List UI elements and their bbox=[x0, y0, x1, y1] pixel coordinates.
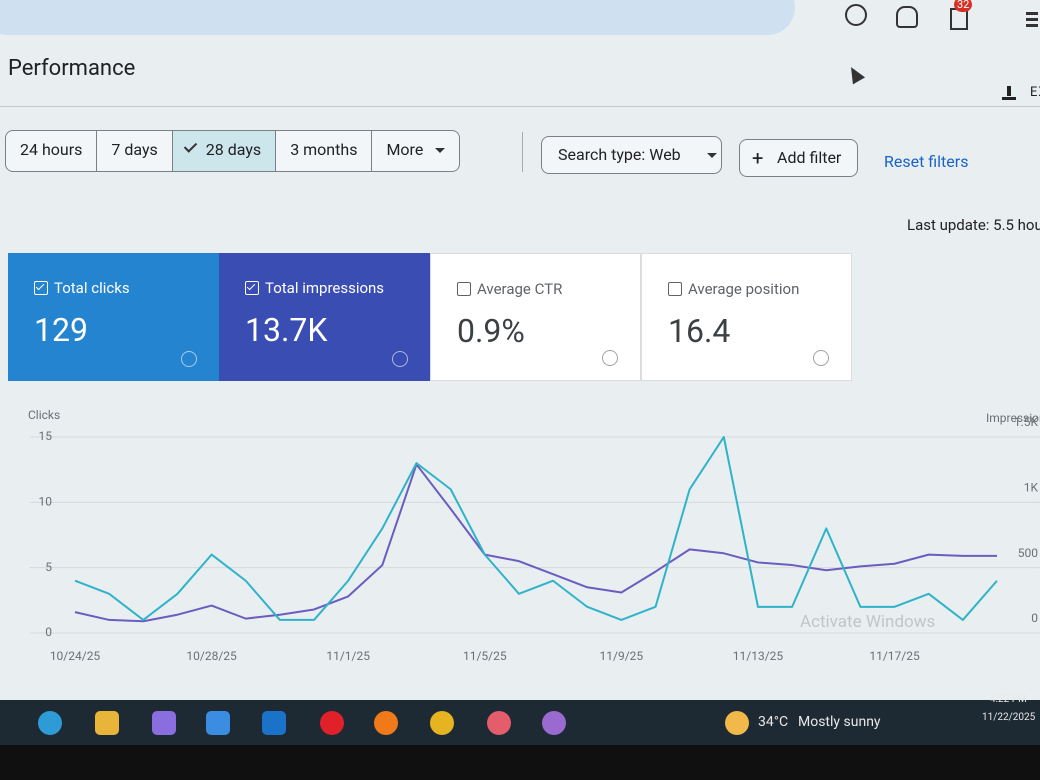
users-icon[interactable] bbox=[896, 6, 918, 28]
y-axis-title: Clicks bbox=[28, 408, 60, 422]
outlook-icon[interactable] bbox=[262, 711, 286, 735]
metric-value: 129 bbox=[34, 311, 88, 349]
date-range-tab[interactable]: 7 days bbox=[97, 131, 173, 171]
search-bar[interactable] bbox=[0, 0, 795, 35]
help-icon bbox=[813, 350, 829, 366]
explorer-icon[interactable] bbox=[95, 711, 119, 735]
metric-card[interactable]: Total impressions 13.7K bbox=[219, 253, 430, 381]
date-range-tab[interactable]: 3 months bbox=[276, 131, 373, 171]
x-tick-label: 11/5/25 bbox=[463, 649, 507, 663]
chrome-profile-icon[interactable] bbox=[487, 711, 511, 735]
metric-value: 16.4 bbox=[668, 312, 731, 350]
page-title: Performance bbox=[8, 56, 136, 81]
store-icon[interactable] bbox=[206, 711, 230, 735]
dropdown-arrow bbox=[435, 148, 446, 158]
y2-axis-title: Impressions bbox=[986, 411, 1040, 425]
y2-tick-label: 1.5K bbox=[1014, 415, 1039, 429]
last-update: Last update: 5.5 hours ago bbox=[907, 216, 1040, 234]
separator bbox=[522, 132, 523, 172]
firefox-icon[interactable] bbox=[374, 711, 398, 735]
checkbox bbox=[245, 281, 259, 295]
metric-label: Total clicks bbox=[54, 279, 130, 297]
series-line bbox=[74, 436, 998, 621]
y-tick-label: 5 bbox=[45, 560, 52, 574]
apps-icon[interactable] bbox=[1026, 12, 1038, 28]
metric-card[interactable]: Average CTR 0.9% bbox=[430, 253, 641, 381]
screen-bezel bbox=[0, 745, 1040, 780]
download-icon[interactable] bbox=[1002, 84, 1016, 100]
checkbox bbox=[668, 282, 682, 296]
checkbox bbox=[457, 282, 471, 296]
y-tick-label: 15 bbox=[39, 429, 53, 443]
chart: 0 5 10 15 0 500 1K 1.5K Clicks Impressions 10/24/2… bbox=[28, 408, 1040, 663]
metric-cards: Total clicks 129 Total impressions 13.7K Ave… bbox=[8, 253, 852, 381]
metric-label: Average CTR bbox=[477, 280, 563, 298]
metric-header: Total impressions bbox=[245, 279, 430, 297]
checkbox bbox=[34, 281, 48, 295]
chrome-profile-icon[interactable] bbox=[542, 711, 566, 735]
taskbar: 34°C Mostly sunny 4:22 PM 11/22/2025 bbox=[0, 694, 1040, 745]
chrome-icon[interactable] bbox=[430, 711, 454, 735]
y-tick-label: 0 bbox=[45, 625, 52, 639]
x-tick-label: 10/28/25 bbox=[186, 649, 237, 663]
date-range-tabs: 24 hours 7 days 28 days 3 months More bbox=[5, 130, 461, 172]
x-tick-label: 11/9/25 bbox=[600, 649, 644, 663]
help-icon bbox=[602, 350, 618, 366]
metric-label: Total impressions bbox=[265, 279, 385, 297]
metric-card[interactable]: Average position 16.4 bbox=[641, 253, 852, 381]
windows-watermark: Activate Windows bbox=[800, 612, 936, 632]
x-tick-label: 11/17/25 bbox=[869, 649, 920, 663]
metric-label: Average position bbox=[688, 280, 800, 298]
metric-value: 13.7K bbox=[245, 311, 328, 349]
metric-card[interactable]: Total clicks 129 bbox=[8, 253, 219, 381]
temperature: 34°C bbox=[758, 714, 789, 730]
notification-badge: 32 bbox=[954, 0, 973, 12]
reset-filters-link[interactable]: Reset filters bbox=[884, 152, 969, 171]
clock-date: 11/22/2025 bbox=[982, 712, 1036, 723]
help-icon bbox=[392, 351, 408, 367]
x-tick-label: 11/13/25 bbox=[733, 649, 784, 663]
y2-tick-label: 0 bbox=[1031, 611, 1038, 625]
weather-icon bbox=[725, 711, 749, 735]
metric-value: 0.9% bbox=[457, 312, 525, 350]
opera-icon[interactable] bbox=[320, 711, 344, 735]
series-line bbox=[74, 463, 997, 623]
metric-header: Average CTR bbox=[457, 280, 640, 298]
dropdown-arrow bbox=[707, 153, 717, 163]
add-filter-button[interactable]: Add filter bbox=[739, 139, 859, 177]
y2-tick-label: 500 bbox=[1018, 546, 1038, 560]
search-type-button[interactable]: Search type: Web bbox=[541, 136, 722, 174]
metric-header: Average position bbox=[668, 280, 851, 298]
cursor bbox=[844, 63, 866, 85]
metric-header: Total clicks bbox=[34, 279, 219, 297]
divider bbox=[0, 106, 1040, 107]
y2-tick-label: 1K bbox=[1024, 481, 1039, 495]
date-range-tab[interactable]: 28 days bbox=[172, 131, 277, 171]
plus-icon: + bbox=[752, 146, 764, 170]
copilot-icon[interactable] bbox=[152, 711, 176, 735]
x-tick-label: 11/1/25 bbox=[326, 649, 370, 663]
help-icon[interactable] bbox=[845, 4, 867, 26]
date-range-tab[interactable]: More bbox=[372, 131, 459, 171]
export-button[interactable]: EXPORT bbox=[1030, 85, 1040, 100]
edge-icon[interactable] bbox=[38, 711, 62, 735]
date-range-tab[interactable]: 24 hours bbox=[6, 131, 98, 171]
x-tick-label: 10/24/25 bbox=[50, 649, 101, 663]
y-tick-label: 10 bbox=[39, 495, 53, 509]
clock-time: 4:22 PM bbox=[990, 694, 1027, 705]
help-icon bbox=[181, 351, 197, 367]
weather: Mostly sunny bbox=[798, 714, 881, 730]
